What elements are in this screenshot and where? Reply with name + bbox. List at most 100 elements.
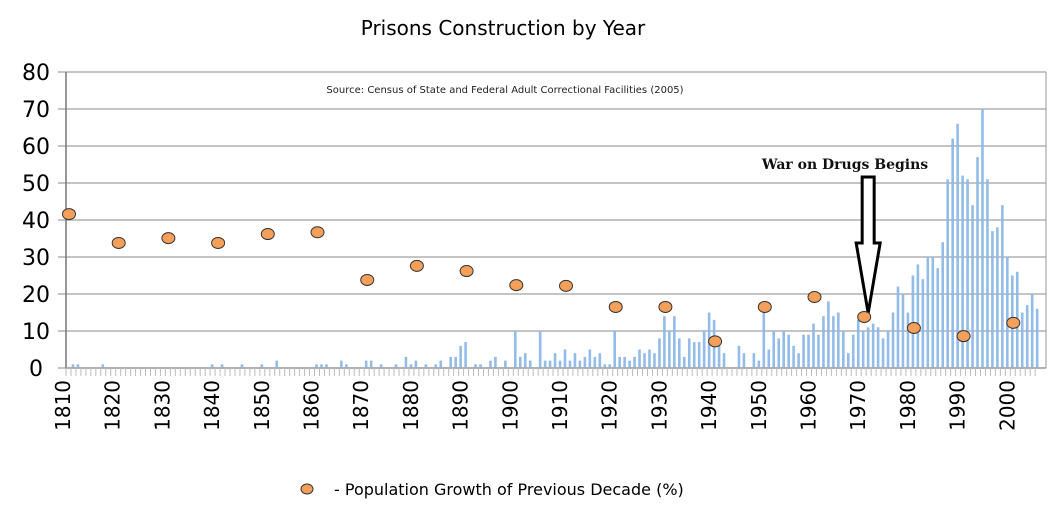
population-growth-point [260, 228, 275, 241]
bar [1035, 308, 1039, 368]
bar [558, 360, 562, 368]
bar [717, 342, 721, 368]
bar [966, 179, 969, 368]
x-tick-label: 1880 [399, 380, 423, 431]
bar [454, 356, 457, 368]
bar [404, 356, 408, 368]
annotation-text: War on Drugs Begins [761, 157, 928, 173]
y-tick-label: 30 [22, 246, 50, 271]
scatter-points [62, 208, 1021, 348]
x-tick-label: 1910 [548, 380, 572, 431]
bar [553, 353, 557, 368]
bar [369, 360, 373, 368]
bar [832, 316, 835, 368]
bar [563, 349, 567, 368]
bar [568, 360, 572, 368]
x-axis: 1810 1820 1830 1840 1850 1860 1870 1880 1890 1900… [51, 367, 1046, 431]
x-tick-label: 2000 [995, 380, 1019, 431]
bar [916, 264, 920, 368]
bar [911, 275, 915, 368]
bar [449, 356, 452, 368]
x-tick-label: 1860 [300, 380, 324, 431]
bar [548, 360, 552, 368]
bar [101, 364, 105, 368]
bar [325, 364, 328, 368]
x-tick-label: 1810 [51, 380, 75, 431]
bar [668, 331, 671, 368]
bar [220, 364, 224, 368]
population-growth-point [956, 330, 971, 343]
x-tick-label: 1930 [647, 380, 671, 431]
y-tick-label: 20 [22, 283, 50, 308]
bar [623, 356, 626, 368]
population-growth-point [161, 232, 176, 245]
bar [866, 327, 870, 368]
bar [946, 179, 949, 368]
population-growth-point [807, 290, 822, 303]
legend: - Population Growth of Previous Decade (… [300, 480, 684, 499]
bar [543, 360, 547, 368]
bar [464, 342, 467, 368]
bar [822, 316, 825, 368]
bar [742, 353, 746, 368]
bar [613, 331, 616, 368]
population-growth-point [708, 335, 723, 348]
bar [817, 334, 820, 368]
bar [658, 338, 661, 368]
bar [971, 205, 974, 368]
bar [941, 242, 945, 368]
y-tick-label: 80 [22, 61, 50, 86]
bar [961, 175, 964, 368]
annotation-arrow [854, 175, 882, 314]
bar [757, 360, 761, 368]
bar [931, 257, 935, 368]
bar [842, 331, 845, 368]
x-tick-label: 1870 [349, 380, 373, 431]
population-growth-point [310, 226, 325, 239]
bar [593, 356, 597, 368]
bar [489, 360, 492, 368]
bar [663, 316, 666, 368]
x-tick-label: 1820 [101, 380, 125, 431]
x-tick-label: 1950 [747, 380, 771, 431]
bar [648, 349, 651, 368]
bar [673, 316, 676, 368]
bar [901, 294, 905, 368]
bar [494, 356, 497, 368]
bar [921, 279, 925, 368]
bar [762, 305, 766, 368]
bar [504, 360, 507, 368]
bar [633, 356, 636, 368]
bar [394, 364, 398, 368]
bar [1020, 312, 1024, 368]
bar [364, 360, 368, 368]
bar [787, 334, 790, 368]
y-tick-label: 0 [29, 357, 43, 382]
bar [802, 334, 805, 368]
bar [837, 312, 840, 368]
population-growth-point [211, 236, 226, 249]
bar [896, 286, 900, 368]
gridlines [58, 71, 1047, 369]
bar [991, 231, 994, 368]
bar [628, 360, 631, 368]
bar [1025, 305, 1029, 368]
bar [598, 353, 602, 368]
bar [886, 331, 890, 368]
bar [528, 360, 532, 368]
bar [340, 360, 343, 368]
bar [1030, 294, 1034, 368]
population-growth-point [1006, 316, 1021, 329]
population-growth-point [906, 322, 921, 335]
bar [856, 319, 860, 368]
bar [608, 364, 612, 368]
x-tick-label: 1980 [896, 380, 920, 431]
bar [851, 334, 855, 368]
bar [697, 342, 701, 368]
bar [722, 353, 726, 368]
x-tick-label: 1940 [697, 380, 721, 431]
bar [479, 364, 482, 368]
bar [797, 353, 800, 368]
bar [782, 331, 785, 368]
